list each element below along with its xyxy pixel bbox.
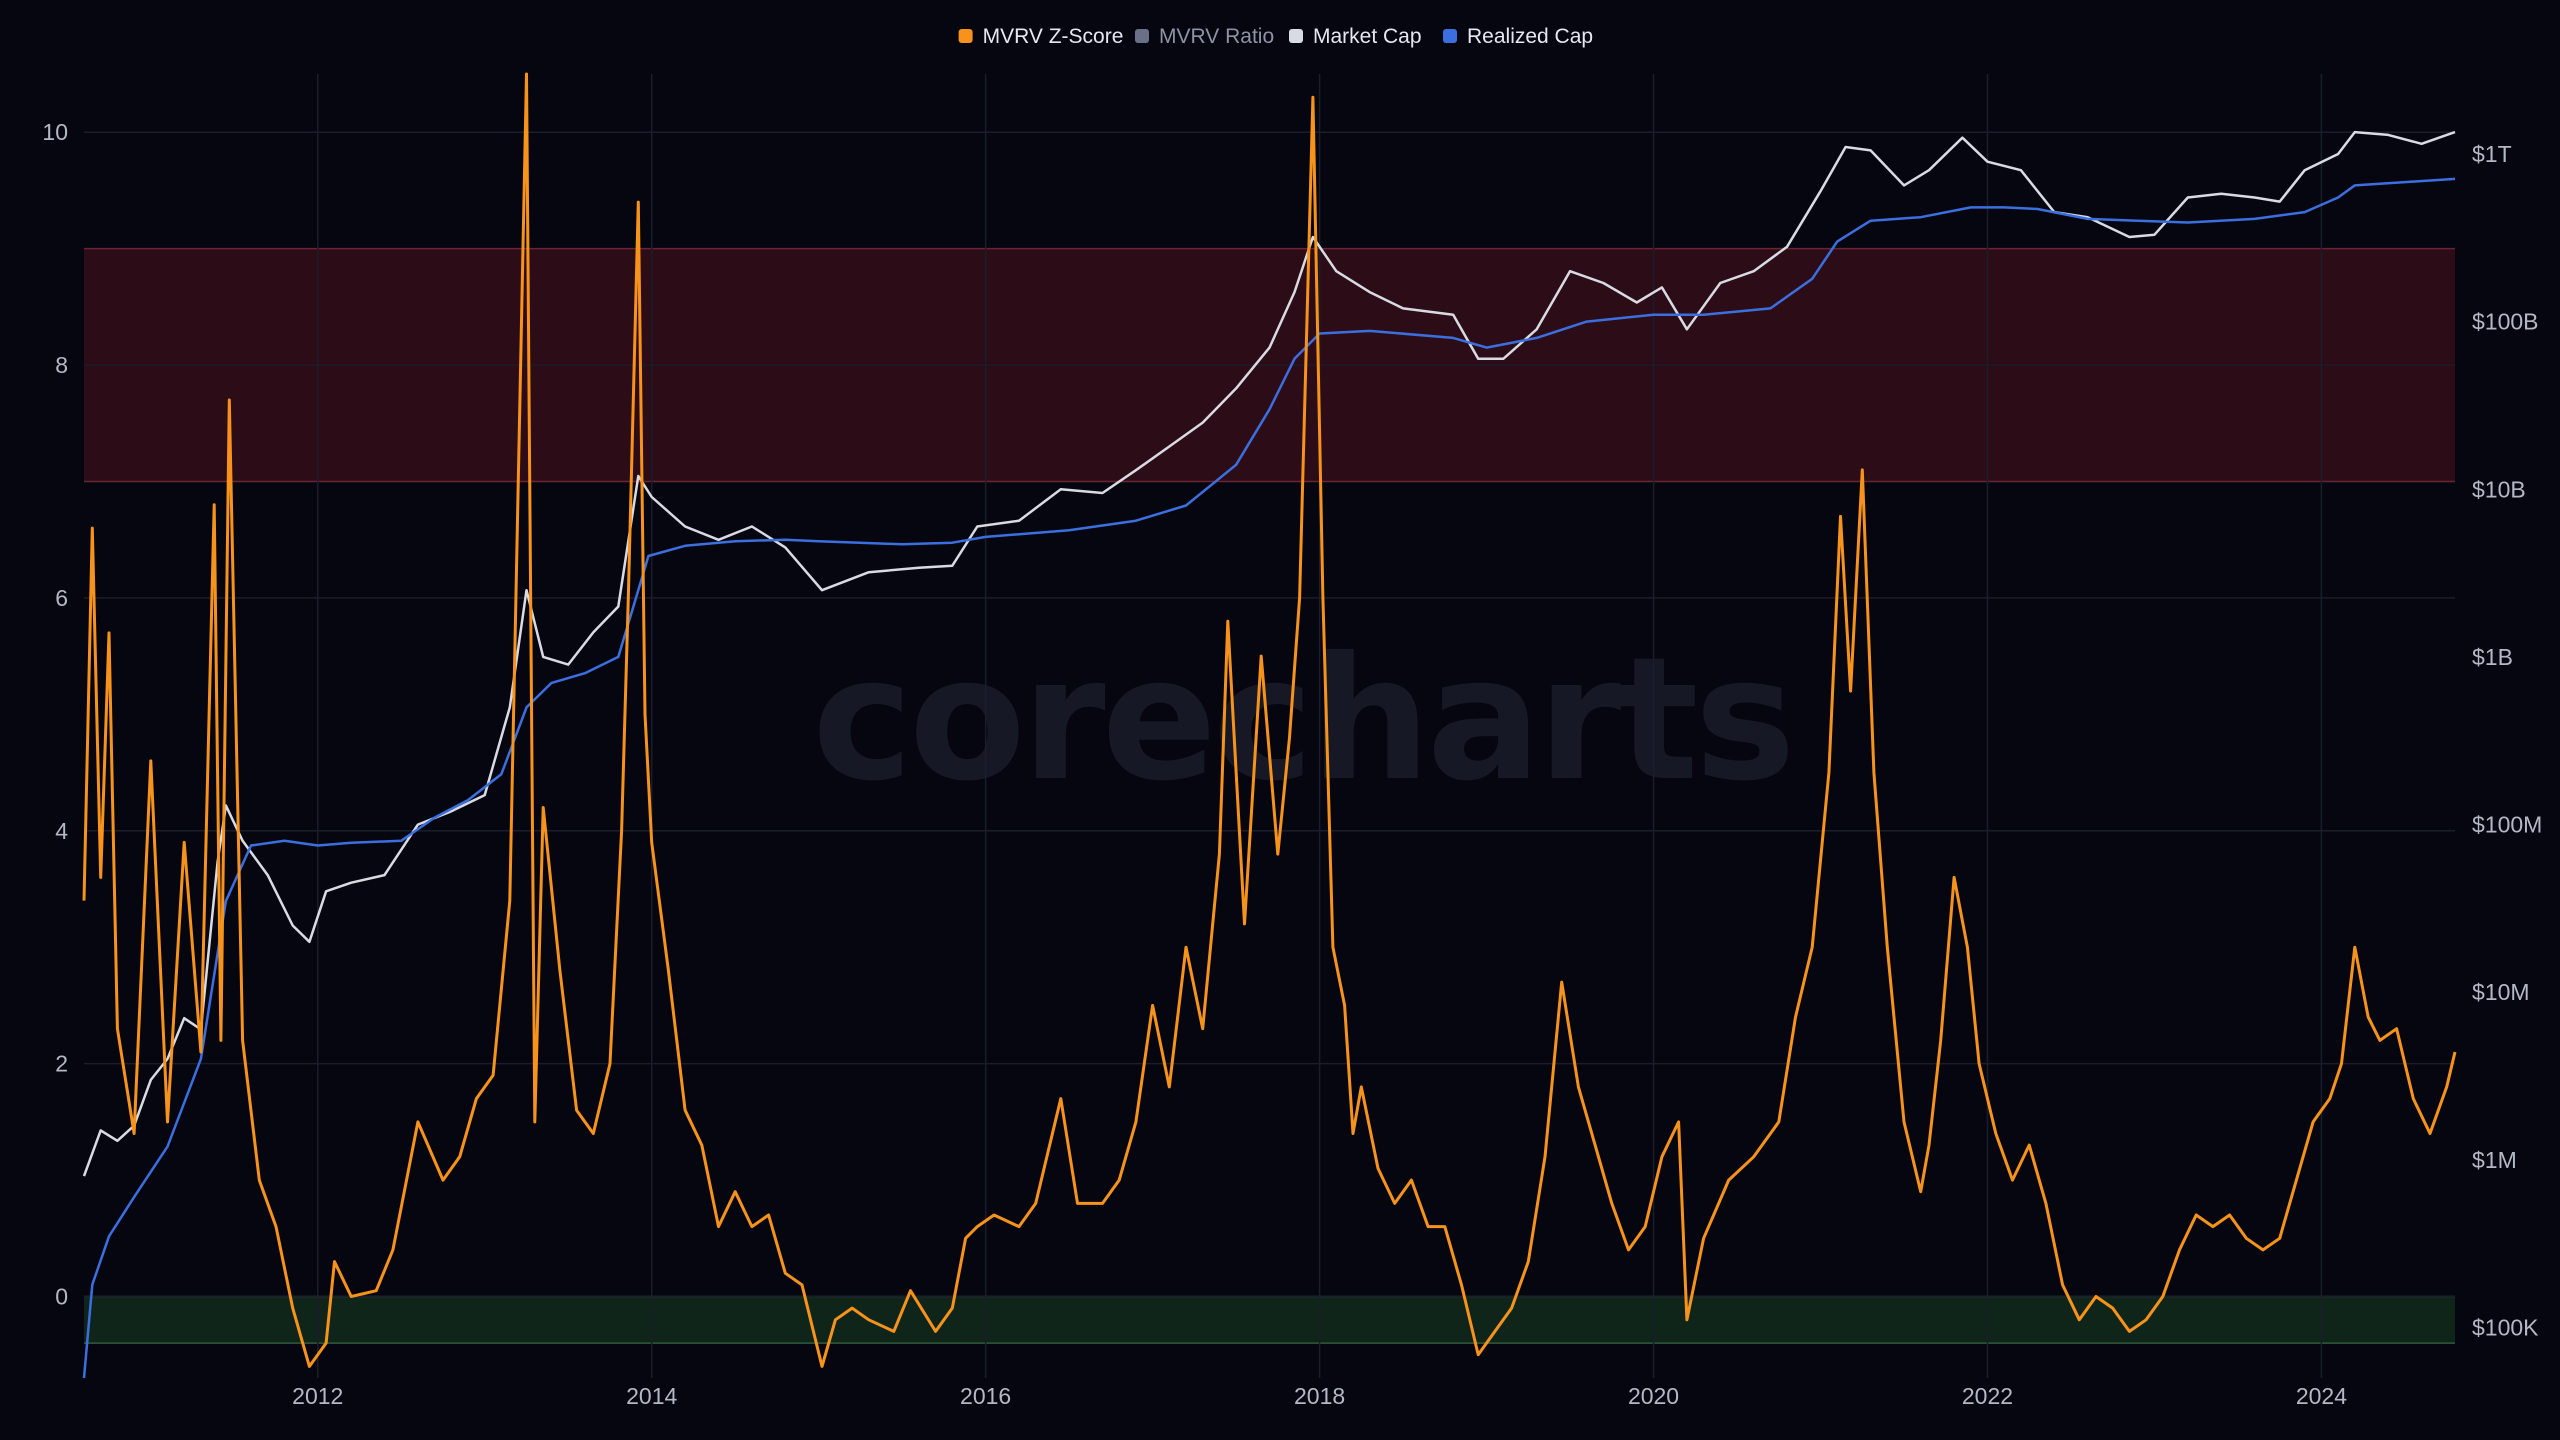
y-left-tick-label: 8 [55,352,68,378]
legend-swatch [958,29,973,43]
y-right-tick-label: $100B [2472,309,2539,335]
legend-label: Realized Cap [1467,25,1593,48]
y-right-tick-label: $1T [2472,141,2512,167]
legend-swatch [1443,29,1457,43]
legend-swatch [1135,29,1149,43]
series-lines [82,72,2457,1379]
legend-item-realized-cap[interactable]: Realized Cap [1443,25,1593,48]
watermark: corecharts [812,621,1792,819]
legend-item-market-cap[interactable]: Market Cap [1289,25,1422,48]
y-left-tick-label: 6 [55,585,68,611]
y-axis-left: 0 2 4 6 8 10 [42,119,68,1309]
legend-label: MVRV Z-Score [983,25,1124,48]
y-right-tick-label: $1M [2472,1147,2517,1173]
series-line-realized-cap [82,177,2456,1379]
y-right-tick-label: $10M [2472,979,2530,1005]
x-tick-label: 2012 [292,1383,343,1409]
x-tick-label: 2018 [1294,1383,1345,1409]
x-tick-label: 2020 [1628,1383,1679,1409]
x-tick-label: 2014 [626,1383,677,1409]
x-tick-label: 2024 [2296,1383,2347,1409]
y-left-tick-label: 4 [55,818,68,844]
y-right-tick-label: $100K [2472,1315,2539,1341]
y-left-tick-label: 2 [55,1051,68,1077]
y-right-tick-label: $10B [2472,476,2526,502]
x-axis: 2012 2014 2016 2018 2020 2022 2024 [292,1383,2347,1409]
series-line-market-cap [82,130,2456,1177]
legend-label: Market Cap [1313,25,1422,48]
band-undervalued [84,1296,2455,1344]
y-left-tick-label: 10 [42,119,68,145]
y-left-tick-label: 0 [55,1284,68,1310]
legend-label: MVRV Ratio [1159,25,1274,48]
gridlines [84,74,2455,1378]
legend-item-mvrv-ratio[interactable]: MVRV Ratio [1135,25,1274,48]
legend[interactable]: MVRV Z-Score MVRV Ratio Market Cap Realized… [958,25,1593,48]
legend-item-mvrv-z-score[interactable]: MVRV Z-Score [958,25,1124,48]
y-right-tick-label: $1B [2472,644,2513,670]
series-line-mvrv-z-score [82,72,2457,1368]
x-tick-label: 2022 [1962,1383,2013,1409]
y-right-tick-label: $100M [2472,812,2542,838]
legend-swatch [1289,29,1303,43]
x-tick-label: 2016 [960,1383,1011,1409]
y-axis-right: $100K $1M $10M $100M $1B $10B $100B $1T [2472,141,2542,1341]
